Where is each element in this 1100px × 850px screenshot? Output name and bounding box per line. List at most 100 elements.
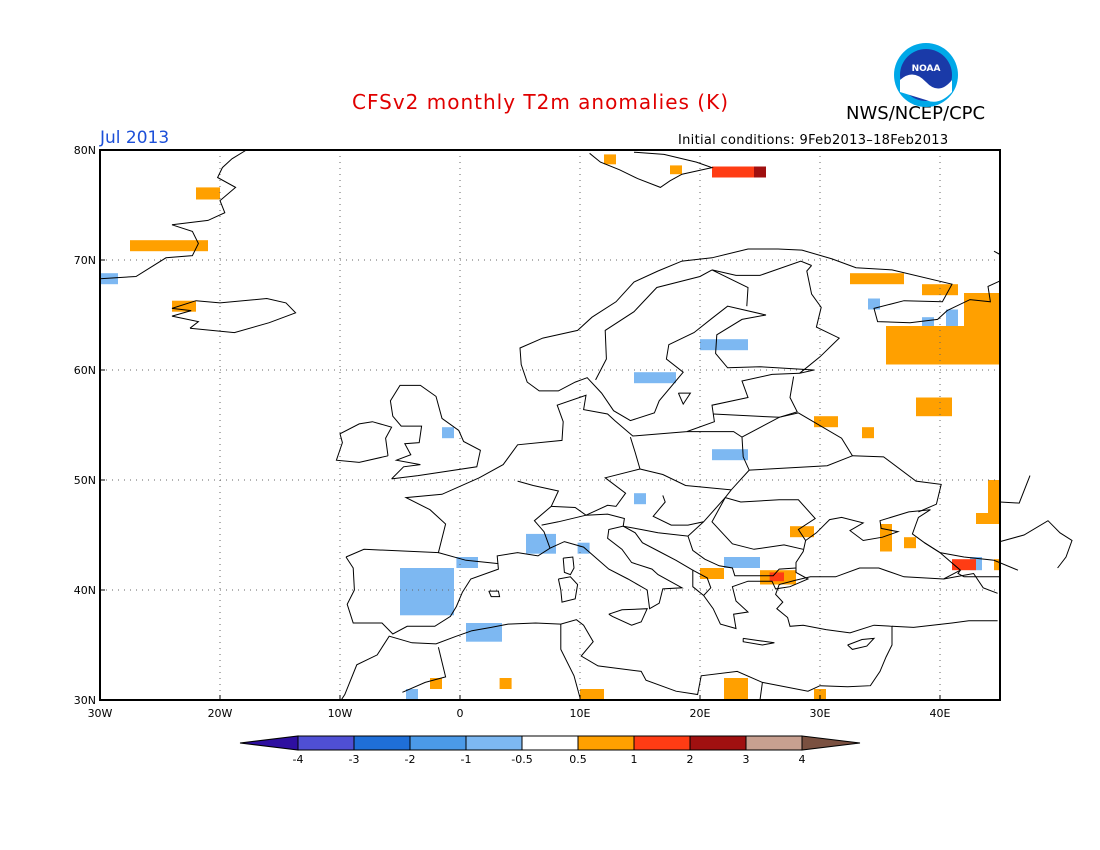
colorbar-min-arrow bbox=[239, 735, 299, 751]
anomaly-fill-layer bbox=[100, 154, 1000, 700]
anomaly-cell bbox=[130, 240, 208, 252]
border-by-ru-ua-line bbox=[741, 412, 854, 471]
anomaly-cell bbox=[499, 678, 512, 689]
anomaly-cell bbox=[922, 317, 934, 329]
anomaly-cell bbox=[634, 493, 646, 505]
chart-title: CFSv2 monthly T2m anomalies (K) bbox=[352, 90, 729, 114]
colorbar: -4 -3 -2 -1 -0.5 0.5 1 2 3 4 bbox=[239, 735, 861, 766]
colorbar-label: 0.5 bbox=[569, 753, 587, 766]
lat-tick-label: 50N bbox=[74, 474, 96, 487]
border-ua-sw-line bbox=[724, 489, 816, 541]
anomaly-cell bbox=[994, 559, 1000, 571]
lon-tick-label: 20W bbox=[208, 707, 233, 720]
anomaly-cell bbox=[406, 689, 418, 700]
colorbar-swatch bbox=[297, 735, 355, 751]
anomaly-cell bbox=[904, 537, 916, 549]
anomaly-cell bbox=[886, 326, 1000, 365]
anomaly-cell bbox=[430, 678, 442, 689]
border-ua-ru-line bbox=[852, 455, 942, 513]
border-tr-sy-line bbox=[891, 620, 998, 628]
lat-tick-label: 40N bbox=[74, 584, 96, 597]
lon-tick-label: 10W bbox=[328, 707, 353, 720]
colorbar-label: -2 bbox=[405, 753, 416, 766]
iceland-coast-line bbox=[171, 297, 297, 334]
lat-tick-label: 30N bbox=[74, 694, 96, 707]
anomaly-cell bbox=[946, 309, 958, 329]
anomaly-cell bbox=[952, 559, 976, 571]
axis-labels: 30N 40N 50N 60N 70N 80N 30W 20W 10W 0 10E 20E 30E 40E bbox=[74, 144, 951, 720]
ireland-coast-line bbox=[335, 421, 393, 463]
anomaly-cell bbox=[100, 273, 118, 285]
border-de-pl-line bbox=[629, 436, 641, 470]
anomaly-cell bbox=[634, 372, 676, 384]
iberia-med-coast-line bbox=[340, 509, 962, 701]
colorbar-label: -3 bbox=[349, 753, 360, 766]
anomaly-cell bbox=[724, 678, 748, 700]
lon-tick-label: 30W bbox=[88, 707, 113, 720]
border-hu-at-line bbox=[652, 495, 726, 526]
anomaly-cell bbox=[814, 416, 838, 428]
colorbar-swatch bbox=[353, 735, 411, 751]
border-pl-east-line bbox=[639, 431, 750, 491]
black-east-line bbox=[957, 569, 1000, 578]
colorbar-swatch bbox=[633, 735, 691, 751]
anomaly-cell bbox=[700, 339, 748, 351]
border-ru-kz-line bbox=[999, 475, 1031, 504]
agency-label: NWS/NCEP/CPC bbox=[846, 103, 986, 124]
initial-conditions: Initial conditions: 9Feb2013–18Feb2013 bbox=[678, 133, 949, 148]
anomaly-cell bbox=[754, 166, 766, 178]
map-frame bbox=[99, 149, 1001, 701]
colorbar-swatch bbox=[465, 735, 523, 751]
anomaly-cell bbox=[700, 568, 724, 579]
anomaly-cell bbox=[922, 284, 958, 296]
border-baltics-line bbox=[713, 376, 798, 418]
colorbar-label: -4 bbox=[293, 753, 304, 766]
europe-coast-line bbox=[345, 248, 1001, 558]
anomaly-cell bbox=[850, 273, 904, 285]
border-fr-es-line bbox=[438, 552, 499, 565]
anomaly-cell bbox=[916, 397, 952, 417]
border-al-gr-line bbox=[692, 569, 712, 596]
anomaly-cell bbox=[580, 689, 604, 700]
anomaly-cell bbox=[880, 524, 892, 552]
colorbar-max-arrow bbox=[801, 735, 861, 751]
cyprus-line bbox=[847, 637, 876, 650]
border-balkans-line bbox=[623, 521, 704, 537]
colorbar-label: -0.5 bbox=[511, 753, 532, 766]
colorbar-swatch bbox=[521, 735, 579, 751]
colorbar-label: 4 bbox=[799, 753, 806, 766]
anomaly-cell bbox=[712, 449, 748, 461]
border-de-at-ch-line bbox=[551, 468, 641, 516]
border-ru-fin-line bbox=[799, 265, 841, 374]
anomaly-cell bbox=[814, 689, 826, 700]
border-se-no-line bbox=[595, 269, 713, 381]
gotland-line bbox=[677, 392, 692, 406]
border-tr-east-line bbox=[943, 572, 998, 594]
border-balkans-s-line bbox=[687, 535, 797, 577]
anomaly-cell bbox=[862, 427, 874, 439]
lon-tick-label: 30E bbox=[810, 707, 831, 720]
lat-tick-label: 60N bbox=[74, 364, 96, 377]
greenland-coast-line bbox=[99, 149, 247, 280]
anomaly-cell bbox=[868, 298, 880, 310]
border-it-ch-line bbox=[541, 513, 625, 527]
anomaly-cell bbox=[724, 557, 760, 568]
corsica-line bbox=[562, 556, 575, 576]
colorbar-label: -1 bbox=[461, 753, 472, 766]
lon-tick-label: 20E bbox=[690, 707, 711, 720]
anomaly-cell bbox=[400, 568, 454, 616]
anomaly-cell bbox=[712, 166, 754, 178]
colorbar-label: 2 bbox=[687, 753, 694, 766]
lon-tick-label: 10E bbox=[570, 707, 591, 720]
crete-line bbox=[742, 637, 775, 646]
lon-tick-label: 40E bbox=[930, 707, 951, 720]
border-fi-se-no-line bbox=[711, 260, 812, 307]
border-nafrica-line bbox=[402, 647, 447, 693]
anomaly-cell bbox=[196, 187, 220, 200]
colorbar-label: 3 bbox=[743, 753, 750, 766]
lon-tick-label: 0 bbox=[457, 707, 464, 720]
caspian-coast-line bbox=[999, 520, 1073, 569]
sardinia-line bbox=[557, 576, 579, 603]
colorbar-swatch bbox=[745, 735, 803, 751]
